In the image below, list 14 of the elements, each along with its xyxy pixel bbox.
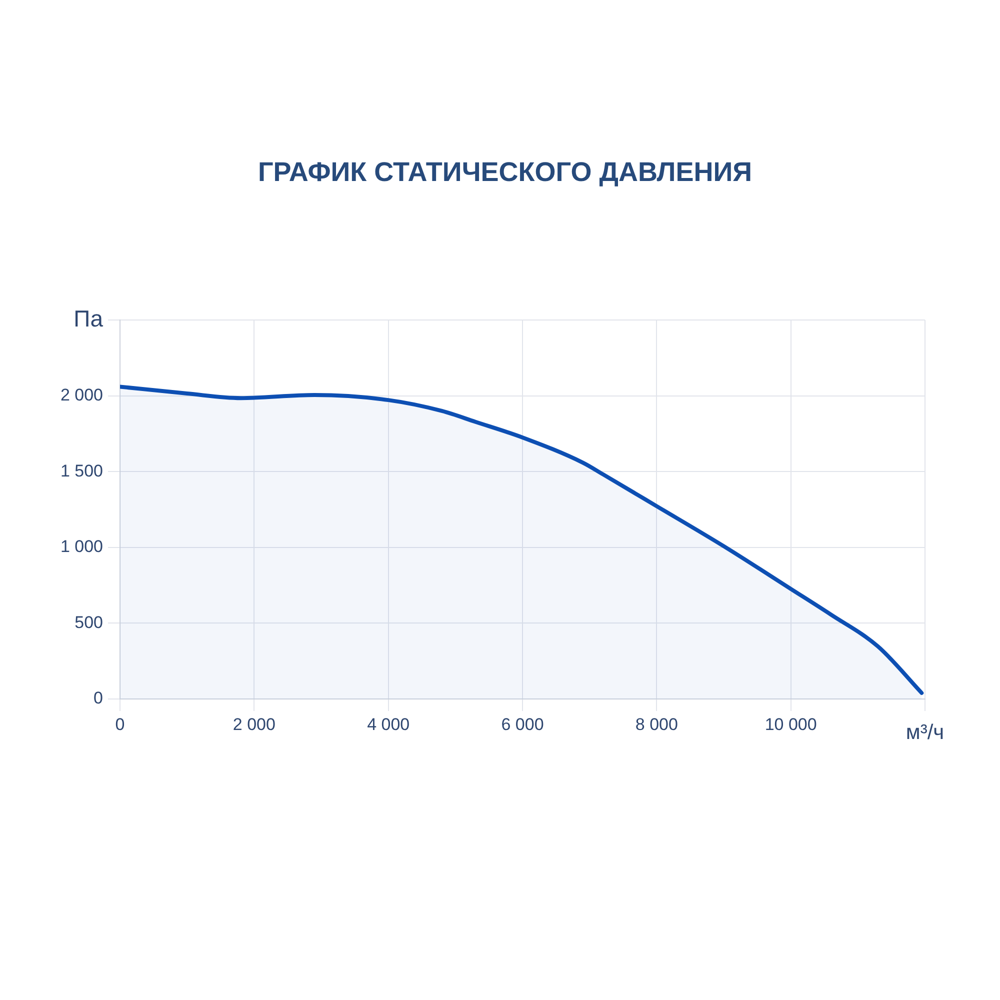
x-tick-label: 6 000 xyxy=(501,714,544,734)
y-tick-label: 2 000 xyxy=(60,385,103,404)
x-tick-label: 10 000 xyxy=(764,714,817,734)
y-tick-label: 1 500 xyxy=(60,461,103,480)
x-axis-title: м³/ч xyxy=(906,720,944,744)
x-tick-label: 8 000 xyxy=(635,714,678,734)
y-tick-label: 500 xyxy=(74,612,103,632)
x-tick-label: 2 000 xyxy=(232,714,276,734)
x-tick-label: 4 000 xyxy=(367,714,410,734)
x-tick-label: 0 xyxy=(115,714,125,734)
chart-title: ГРАФИК СТАТИЧЕСКОГО ДАВЛЕНИЯ xyxy=(258,156,752,189)
y-tick-label: 1 000 xyxy=(60,537,103,556)
y-tick-label: 0 xyxy=(94,688,103,708)
y-axis-title: Па xyxy=(74,305,104,332)
